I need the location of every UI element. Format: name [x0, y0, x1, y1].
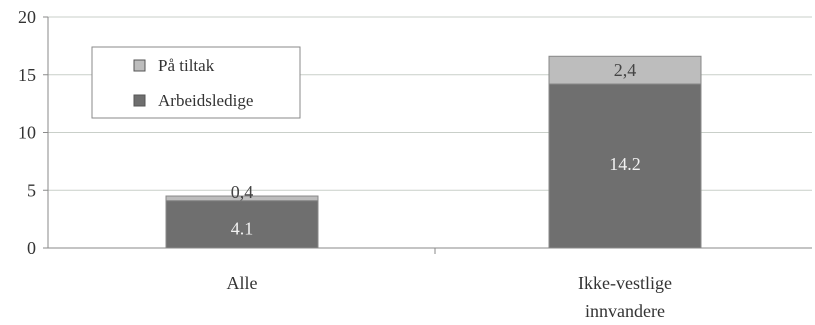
y-axis: 0 5 10 15 20 [18, 7, 49, 258]
y-tick-label: 20 [18, 7, 36, 27]
y-tick-label: 10 [18, 123, 36, 143]
bar-segment [548, 55, 702, 85]
x-tick-label: Alle [227, 273, 258, 293]
bar-segment [165, 200, 319, 249]
bars: 4.1 0,4 14.2 2,4 [165, 55, 702, 249]
y-tick-label: 5 [27, 180, 36, 200]
x-axis: Alle Ikke-vestlige innvandere [48, 247, 812, 321]
legend-box [91, 46, 301, 119]
legend-swatch-arbeidsledige [133, 94, 146, 107]
x-tick-label: Ikke-vestlige innvandere [578, 273, 672, 321]
data-label: 2,4 [614, 60, 637, 80]
legend-label-pa-tiltak: På tiltak [158, 56, 215, 75]
legend-swatch-pa-tiltak [133, 59, 146, 72]
y-tick-label: 0 [27, 238, 36, 258]
data-label: 0,4 [231, 182, 254, 202]
data-label: 14.2 [609, 154, 641, 174]
legend: På tiltak Arbeidsledige [91, 46, 301, 119]
data-label: 4.1 [231, 218, 254, 238]
legend-label-arbeidsledige: Arbeidsledige [158, 91, 253, 110]
bar-segment [165, 195, 319, 202]
y-tick-label: 15 [18, 65, 36, 85]
